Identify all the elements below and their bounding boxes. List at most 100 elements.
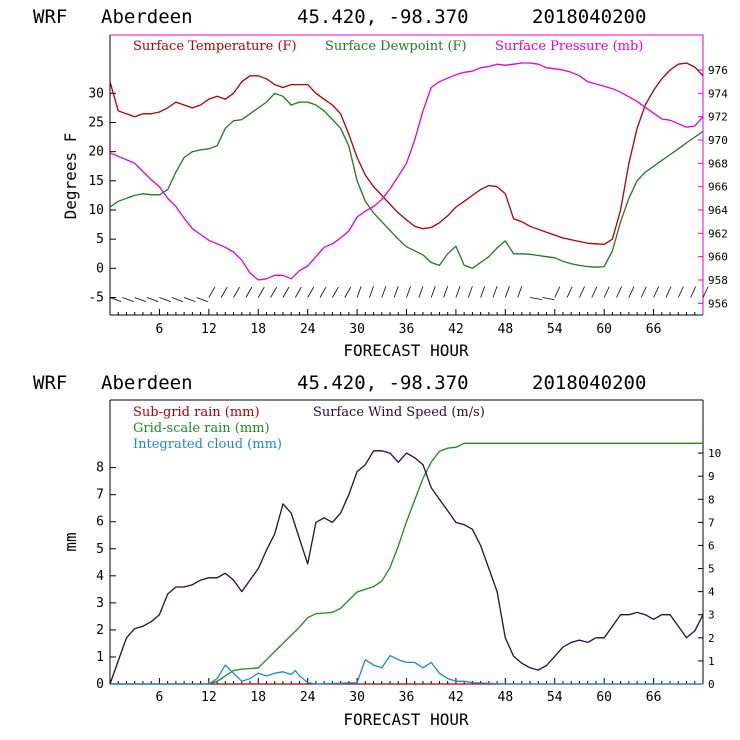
top-x-tick-label-54: 54 — [547, 322, 563, 337]
wind-barb — [196, 297, 208, 302]
bot-y-tick-label-2: 2 — [96, 623, 104, 638]
bottom-x-axis-label: FORECAST HOUR — [343, 710, 469, 729]
top-right-tick-label-962: 962 — [708, 227, 728, 240]
bot-right-tick-label-0: 0 — [708, 678, 715, 691]
bot-y-tick-label-8: 8 — [96, 461, 104, 476]
wind-barb — [109, 297, 122, 302]
wind-barb — [418, 286, 424, 298]
top-header-init: 2018040200 — [532, 6, 646, 28]
wind-barb — [307, 286, 315, 298]
wind-barb — [356, 286, 362, 298]
series-surface-wind-speed — [109, 450, 704, 685]
wind-barb — [492, 286, 498, 298]
bottom-panel: WRF Aberdeen 45.420, -98.370 2018040200 … — [33, 372, 721, 729]
bot-x-tick-label-48: 48 — [498, 690, 514, 705]
bot-right-tick-label-10: 10 — [708, 447, 721, 460]
wind-barb — [319, 286, 327, 298]
top-right-tick-label-972: 972 — [708, 111, 728, 124]
top-right-tick-label-956: 956 — [708, 297, 728, 310]
bottom-series — [109, 442, 704, 685]
bot-x-tick-label-24: 24 — [300, 690, 316, 705]
top-x-tick-label-24: 24 — [300, 322, 316, 337]
series-integrated-cloud — [110, 654, 703, 685]
wind-barb — [480, 286, 486, 298]
bot-y-tick-label-4: 4 — [96, 569, 104, 584]
bot-right-tick-label-8: 8 — [708, 493, 715, 506]
top-right-tick-label-958: 958 — [708, 274, 728, 287]
top-right-tick-label-966: 966 — [708, 181, 728, 194]
top-x-tick-label-30: 30 — [349, 322, 365, 337]
wind-barb — [220, 286, 228, 298]
wind-barb — [467, 286, 473, 298]
bot-y-tick-label-0: 0 — [96, 677, 104, 692]
top-panel: WRF Aberdeen 45.420, -98.370 2018040200 … — [33, 6, 728, 360]
bot-y-tick-label-1: 1 — [96, 650, 104, 665]
top-x-axis-label: FORECAST HOUR — [343, 341, 469, 360]
top-header-model: WRF — [33, 6, 67, 28]
top-y-tick-label-25: 25 — [88, 116, 104, 131]
wind-barb — [455, 286, 461, 298]
wind-barb — [554, 286, 561, 298]
wind-barb — [702, 286, 709, 298]
wind-barb — [616, 286, 622, 298]
series-surface-dewpoint — [109, 92, 704, 269]
wind-barb — [159, 297, 171, 302]
wind-barb — [369, 286, 374, 298]
top-x-ticks: 6 12 18 24 30 36 42 48 54 60 66 — [117, 309, 696, 337]
bot-x-tick-label-12: 12 — [201, 690, 217, 705]
bot-right-tick-label-9: 9 — [708, 470, 715, 483]
top-x-tick-label-36: 36 — [399, 322, 415, 337]
wind-barb — [653, 286, 660, 298]
bottom-header-coords: 45.420, -98.370 — [297, 372, 469, 394]
wind-barb — [270, 286, 277, 298]
wind-barbs — [109, 286, 709, 302]
wind-barb — [665, 286, 672, 298]
top-y-ticks: -5 0 5 10 15 20 25 30 — [88, 86, 116, 306]
bottom-x-ticks: 6 12 18 24 30 36 42 48 54 60 66 — [117, 678, 696, 705]
top-y-tick-label-30: 30 — [88, 86, 104, 101]
top-x-tick-label-66: 66 — [646, 322, 662, 337]
top-x-tick-label-18: 18 — [250, 322, 266, 337]
bot-x-tick-label-42: 42 — [448, 690, 464, 705]
wind-barb — [579, 286, 585, 298]
top-y-axis-label: Degrees F — [61, 133, 80, 220]
top-header: WRF Aberdeen 45.420, -98.370 2018040200 — [33, 6, 646, 28]
legend-grid-scale-rain: Grid-scale rain (mm) — [133, 421, 270, 436]
wind-barb — [430, 286, 436, 298]
top-x-tick-label-42: 42 — [448, 322, 464, 337]
wind-barb — [542, 297, 555, 300]
top-y-tick-label-10: 10 — [88, 203, 104, 218]
top-y-tick-label-5: 5 — [96, 232, 104, 247]
top-x-tick-label-6: 6 — [156, 322, 164, 337]
bot-right-tick-label-2: 2 — [708, 632, 715, 645]
wind-barb — [504, 286, 510, 298]
legend-integrated-cloud: Integrated cloud (mm) — [133, 437, 282, 452]
series-surface-pressure — [109, 62, 704, 281]
top-right-tick-label-974: 974 — [708, 87, 728, 100]
bottom-y-axis-label: mm — [61, 532, 80, 551]
bot-x-tick-label-36: 36 — [399, 690, 415, 705]
bot-x-tick-label-54: 54 — [547, 690, 563, 705]
top-x-tick-label-60: 60 — [596, 322, 612, 337]
bot-right-tick-label-7: 7 — [708, 516, 715, 529]
bot-y-tick-label-6: 6 — [96, 515, 104, 530]
bot-x-tick-label-60: 60 — [596, 690, 612, 705]
bot-right-tick-label-3: 3 — [708, 609, 715, 622]
bot-x-tick-label-6: 6 — [156, 690, 164, 705]
legend-surface-wind-speed: Surface Wind Speed (m/s) — [313, 405, 485, 420]
legend-surface-dewpoint: Surface Dewpoint (F) — [325, 39, 467, 54]
wind-barb — [282, 286, 290, 298]
bot-x-tick-label-18: 18 — [250, 690, 266, 705]
wind-barb — [294, 286, 302, 298]
wind-barb — [566, 286, 573, 298]
wind-barb — [233, 286, 240, 298]
legend-surface-temperature: Surface Temperature (F) — [133, 39, 297, 54]
bot-y-tick-label-7: 7 — [96, 488, 104, 503]
wind-barb — [245, 286, 253, 298]
top-right-ticks: 956 958 960 962 964 966 968 970 972 974 976 — [698, 64, 728, 310]
series-surface-temperature — [109, 62, 704, 246]
top-right-tick-label-968: 968 — [708, 157, 728, 170]
bot-y-tick-label-3: 3 — [96, 596, 104, 611]
top-y-tick-label--5: -5 — [88, 291, 104, 306]
